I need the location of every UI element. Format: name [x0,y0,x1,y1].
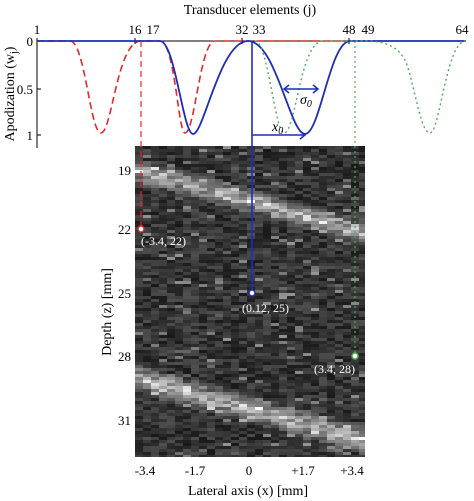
top-tick-1: 1 [34,22,41,37]
apodization-y-label-sub: j [9,51,20,55]
top-axis-title: Transducer elements (j) [184,3,317,18]
apodization-y-label-close: ) [3,46,18,51]
apodization-y-label: Apodization (wj) [3,46,20,141]
sigma-label-main: σ [300,93,308,108]
image-y-ticks: 19 22 25 28 31 [118,163,131,428]
x0-label-main: x [271,120,279,135]
lateral-axis-label: Lateral axis (x) [mm] [188,484,308,499]
focus-points: (-3.4, 22) (0.12, 25) (3.4, 28) [137,225,359,376]
lateral-tick-neg1-7: -1.7 [185,463,206,478]
top-tick-49: 49 [362,22,375,37]
lateral-tick-pos1-7: +1.7 [291,463,315,478]
connector-lines [140,41,356,356]
x0-label-sub: 0 [278,126,283,137]
y-tick-1: 1 [27,128,34,143]
ultrasound-image [135,146,365,457]
y-tick-0-5: 0.5 [17,82,33,97]
depth-tick-22: 22 [118,222,131,237]
speckle-layer [135,146,365,457]
sigma-label-sub: 0 [307,99,312,110]
point-green-label: (3.4, 28) [314,362,355,376]
x0-label: x0 [271,120,283,137]
point-blue [248,289,256,297]
x0-annotation: x0 [252,120,307,140]
lateral-tick-pos3-4: +3.4 [340,463,364,478]
point-red-label: (-3.4, 22) [141,234,186,248]
top-axis-ticks: 1 16 17 32 33 48 49 64 [34,22,469,37]
apodization-y-label-main: Apodization (w [3,53,18,141]
top-tick-33: 33 [253,22,266,37]
image-x-ticks: -3.4 -1.7 0 +1.7 +3.4 [135,463,365,478]
depth-tick-25: 25 [118,286,131,301]
depth-tick-28: 28 [118,349,131,364]
point-blue-label: (0.12, 25) [242,301,289,315]
lateral-tick-neg3-4: -3.4 [135,463,156,478]
top-tick-64: 64 [456,22,470,37]
top-tick-16: 16 [129,22,143,37]
point-red [137,225,145,233]
curve-blue-center [37,40,466,135]
curve-red-left [37,40,349,134]
curve-green-right [254,40,467,134]
depth-tick-19: 19 [118,163,131,178]
depth-axis-label: Depth (z) [mm] [100,268,115,356]
point-green [351,352,359,360]
lateral-tick-0: 0 [246,463,253,478]
top-tick-32: 32 [236,22,249,37]
apodization-y-ticks: 0 0.5 1 [17,34,33,143]
y-tick-0: 0 [27,34,34,49]
sigma-label: σ0 [300,93,312,110]
depth-tick-31: 31 [118,413,131,428]
top-tick-17: 17 [147,22,161,37]
top-tick-48: 48 [343,22,356,37]
sigma-annotation: σ0 [282,84,320,110]
